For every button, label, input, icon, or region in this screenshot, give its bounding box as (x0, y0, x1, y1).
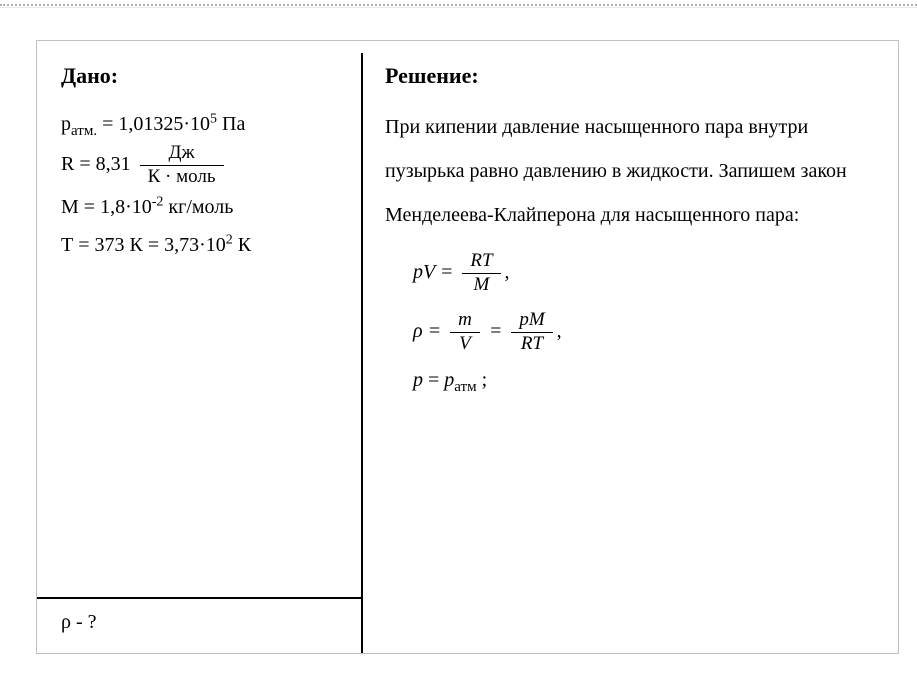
equation-1: pV = RT M , (413, 251, 885, 296)
eq2-lhs: ρ = (413, 320, 446, 342)
T-exp: 2 (226, 232, 233, 247)
R-frac-num: Дж (140, 143, 224, 166)
eq2-frac2-num: pM (511, 310, 552, 333)
given-heading: Дано: (61, 63, 347, 89)
find-text: ρ - ? (61, 611, 97, 633)
subscript-atm: атм. (71, 123, 97, 139)
eq2-frac2: pM RT (511, 310, 552, 355)
given-R: R = 8,31 Дж К · моль (61, 143, 347, 188)
given-section: Дано: pатм. = 1,01325·105 Па R = 8,31 Дж… (61, 59, 347, 264)
eq1-num: RT (462, 251, 500, 274)
equation-2: ρ = m V = pM RT , (413, 310, 885, 355)
M-unit: кг/моль (163, 196, 233, 218)
mantissa: 1,01325 (118, 113, 183, 135)
page-top-border (0, 4, 917, 8)
solution-paragraph: При кипении давление насыщенного пара вн… (385, 105, 885, 237)
given-M: М = 1,8·10-2 кг/моль (61, 188, 347, 226)
R-frac-den: К · моль (140, 166, 224, 188)
eq3-p2: p (444, 369, 454, 391)
horizontal-rule (37, 597, 361, 599)
eq3-p: p (413, 369, 423, 391)
given-p-atm: pатм. = 1,01325·105 Па (61, 105, 347, 143)
solution-section: Решение: При кипении давление насыщенног… (385, 59, 885, 406)
M-exp: -2 (152, 194, 164, 209)
eq2-tail: , (557, 320, 562, 342)
eq1-tail: , (505, 261, 510, 283)
vertical-rule (361, 53, 363, 653)
eq2-frac1-den: V (450, 333, 480, 355)
symbol-p: p (61, 113, 71, 135)
unit-pa: Па (217, 113, 245, 135)
eq-sign: = (97, 113, 118, 135)
eq1-frac: RT M (462, 251, 500, 296)
eq3-tail: ; (477, 369, 488, 391)
problem-box: Дано: pатм. = 1,01325·105 Па R = 8,31 Дж… (36, 40, 899, 654)
M-pre: М = 1,8·10 (61, 196, 152, 218)
equations-block: pV = RT M , ρ = m V = pM RT , p = pатм (413, 251, 885, 392)
given-T: Т = 373 К = 3,73·102 К (61, 226, 347, 264)
find-section: ρ - ? (61, 611, 347, 634)
eq1-den: M (462, 274, 500, 296)
equation-3: p = pатм ; (413, 369, 885, 392)
T-unit: К (233, 234, 251, 256)
T-pre: Т = 373 К = 3,73·10 (61, 234, 226, 256)
eq2-frac1-num: m (450, 310, 480, 333)
eq3-eq: = (423, 369, 444, 391)
eq2-frac2-den: RT (511, 333, 552, 355)
eq1-lhs: pV = (413, 261, 458, 283)
eq2-mid: = (484, 320, 508, 342)
eq2-frac1: m V (450, 310, 480, 355)
eq3-sub: атм (454, 379, 476, 395)
solution-heading: Решение: (385, 63, 885, 89)
R-fraction: Дж К · моль (140, 143, 224, 188)
exp-5: 5 (210, 111, 217, 126)
base-ten: 10 (190, 113, 210, 135)
R-lhs: R = 8,31 (61, 153, 136, 175)
